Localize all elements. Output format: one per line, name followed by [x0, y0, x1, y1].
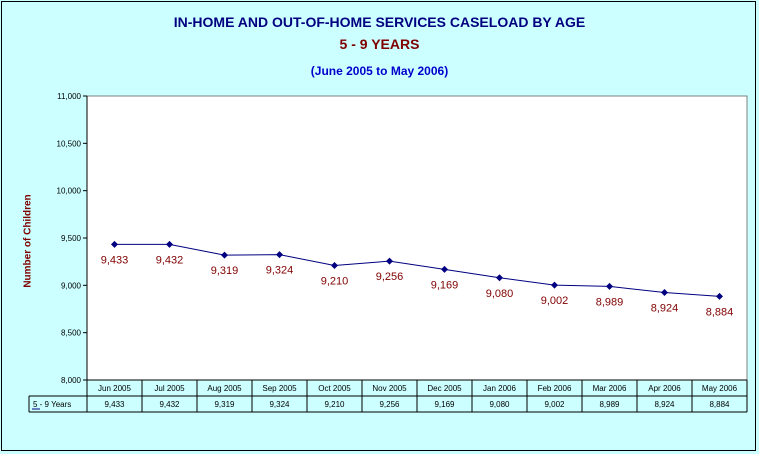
plot-area	[86, 95, 748, 381]
y-tick-label: 9,500	[61, 234, 82, 243]
x-tick-label: Jan 2006	[483, 384, 516, 393]
data-point	[276, 251, 283, 259]
data-label: 8,884	[706, 306, 734, 318]
data-label: 9,169	[431, 279, 459, 291]
data-point	[551, 281, 558, 289]
x-tick-label: Oct 2005	[318, 384, 351, 393]
chart-date-range: (June 2005 to May 2006)	[310, 64, 449, 78]
data-point	[606, 282, 613, 290]
data-label: 9,210	[321, 275, 349, 287]
x-tick-label: Jun 2005	[98, 384, 131, 393]
table-cell-value: 9,433	[104, 400, 125, 409]
table-cell-value: 9,210	[324, 400, 345, 409]
y-tick-label: 8,000	[61, 376, 82, 385]
data-point	[166, 240, 173, 248]
x-tick-label: Dec 2005	[427, 384, 462, 393]
y-tick-label: 11,000	[57, 92, 81, 101]
data-point	[716, 292, 723, 300]
x-tick-label: Aug 2005	[207, 384, 242, 393]
table-cell-value: 9,324	[269, 400, 290, 409]
table-series-name: 5 - 9 Years	[33, 400, 71, 409]
x-tick-label: Feb 2006	[538, 384, 572, 393]
data-point	[221, 251, 228, 259]
x-tick-label: Mar 2006	[593, 384, 627, 393]
y-tick-label: 8,500	[61, 329, 82, 338]
table-cell-value: 9,256	[379, 400, 400, 409]
data-label: 9,432	[156, 254, 184, 266]
table-cell-value: 9,319	[214, 400, 235, 409]
x-tick-label: Apr 2006	[648, 384, 681, 393]
chart-subtitle: 5 - 9 YEARS	[339, 36, 420, 52]
table-cell-value: 9,169	[434, 400, 455, 409]
x-tick-label: Sep 2005	[262, 384, 297, 393]
x-tick-label: Nov 2005	[372, 384, 407, 393]
data-label: 9,433	[101, 254, 129, 266]
series-line	[114, 243, 720, 297]
data-point	[661, 289, 668, 297]
table-cell-value: 9,002	[544, 400, 565, 409]
data-point	[441, 265, 448, 273]
chart-title: IN-HOME AND OUT-OF-HOME SERVICES CASELOA…	[173, 14, 586, 30]
y-tick-label: 9,000	[61, 281, 82, 290]
data-label: 9,256	[376, 271, 404, 283]
data-point	[386, 257, 393, 265]
data-point	[496, 274, 503, 282]
table-cell-value: 9,432	[159, 400, 180, 409]
table-cell-value: 8,884	[709, 400, 730, 409]
data-point	[111, 240, 118, 248]
x-tick-label: May 2006	[702, 384, 738, 393]
table-cell-value: 8,924	[654, 400, 675, 409]
data-label: 9,324	[266, 265, 294, 277]
data-label: 9,002	[541, 295, 569, 307]
x-tick-label: Jul 2005	[154, 384, 185, 393]
table-cell-value: 8,989	[599, 400, 620, 409]
data-label: 9,080	[486, 288, 514, 300]
table-cell-value: 9,080	[489, 400, 510, 409]
y-tick-label: 10,000	[57, 187, 82, 196]
data-label: 9,319	[211, 265, 239, 277]
y-tick-label: 10,500	[57, 139, 82, 148]
data-point	[331, 261, 338, 269]
data-label: 8,924	[651, 303, 679, 315]
data-label: 8,989	[596, 296, 624, 308]
